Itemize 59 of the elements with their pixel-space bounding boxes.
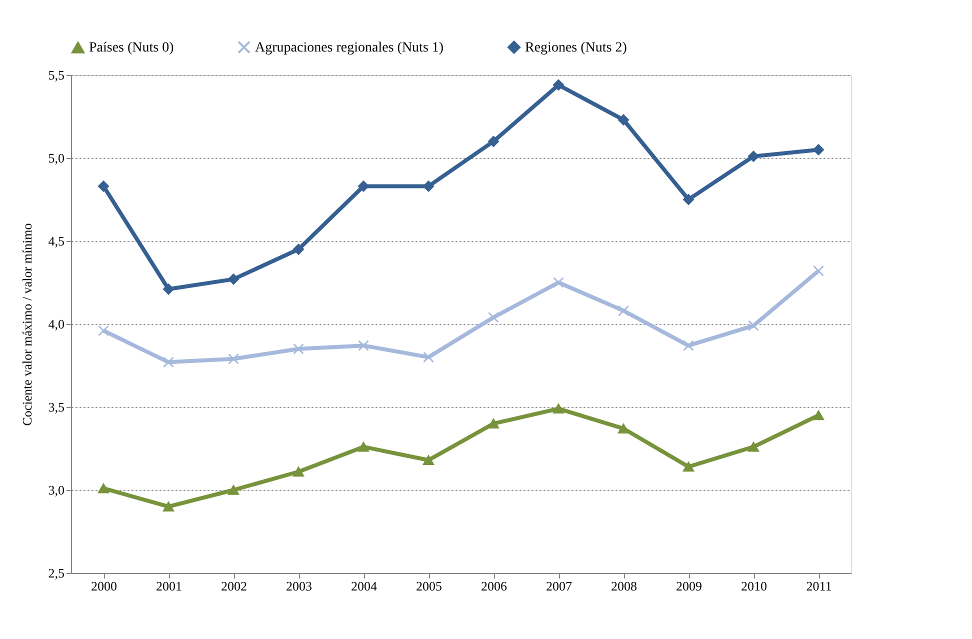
y-tick-label: 5,0 (48, 150, 64, 166)
x-tick-label: 2000 (91, 578, 117, 594)
x-tick-label: 2010 (741, 578, 767, 594)
point (163, 284, 174, 295)
legend-label: Regiones (Nuts 2) (525, 40, 628, 56)
point (748, 442, 759, 452)
x-tick-label: 2006 (481, 578, 508, 594)
point (98, 180, 109, 192)
point (813, 265, 824, 276)
y-tick-label: 2,5 (48, 566, 64, 580)
point (163, 502, 174, 512)
x-tick-label: 2009 (676, 578, 702, 594)
point (553, 79, 564, 90)
point (293, 244, 304, 255)
point (293, 343, 304, 354)
point (163, 356, 174, 368)
point (98, 325, 109, 336)
x-tick-label: 2008 (611, 578, 637, 594)
point (618, 114, 629, 126)
x-tick-label: 2011 (806, 578, 832, 594)
point (228, 485, 239, 495)
point (488, 418, 499, 428)
point (748, 150, 759, 162)
point (813, 144, 824, 156)
y-tick-label: 5,5 (48, 68, 64, 82)
point (423, 180, 434, 192)
y-tick-label: 4,0 (48, 316, 64, 332)
point (423, 352, 434, 363)
y-tick-label: 4,5 (48, 234, 64, 248)
x-tick-label: 2004 (351, 578, 378, 594)
point (293, 466, 304, 477)
point (228, 353, 239, 364)
point (683, 340, 694, 352)
point (618, 424, 629, 434)
point (358, 180, 369, 192)
x-tick-label: 2005 (416, 578, 442, 594)
point (98, 483, 109, 494)
legend-label: Países (Nuts 0) (89, 40, 174, 56)
point (488, 312, 499, 323)
point (423, 455, 434, 465)
x-tick-label: 2002 (221, 578, 247, 594)
y-axis-title: Cociente valor máximo / valor mínimo (19, 223, 34, 426)
point (228, 274, 239, 285)
point (618, 305, 629, 316)
x-tick-label: 2007 (546, 578, 572, 594)
point (553, 277, 564, 288)
point (683, 194, 694, 205)
point (748, 320, 759, 332)
legend-label: Agrupaciones regionales (Nuts 1) (255, 40, 444, 56)
point (358, 340, 369, 352)
y-tick-label: 3,0 (48, 482, 64, 498)
y-tick-label: 3,5 (48, 400, 64, 414)
point (488, 136, 499, 147)
point (813, 410, 824, 420)
point (358, 442, 369, 452)
point (553, 404, 564, 414)
x-tick-label: 2001 (156, 578, 182, 594)
point (683, 462, 694, 472)
x-tick-label: 2003 (286, 578, 312, 594)
